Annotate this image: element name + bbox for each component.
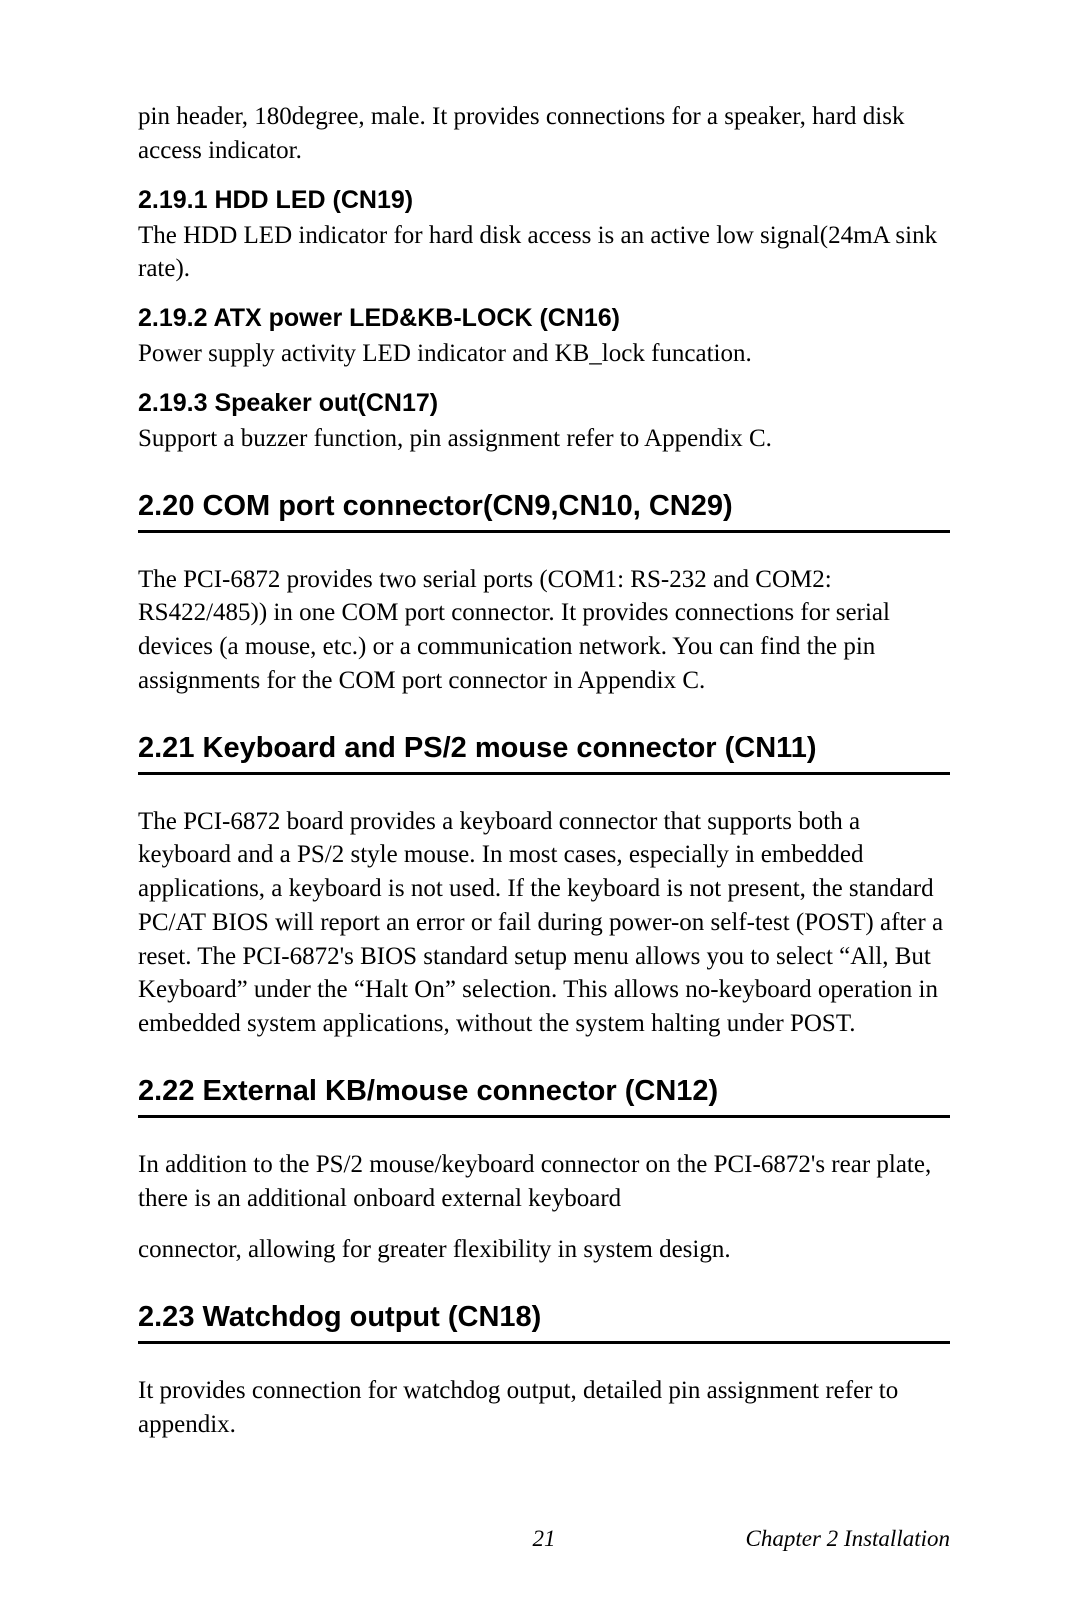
- section-2-23-text: It provides connection for watchdog outp…: [138, 1374, 950, 1442]
- subsection-2-19-1-text: The HDD LED indicator for hard disk acce…: [138, 219, 950, 287]
- section-2-23-heading: 2.23 Watchdog output (CN18): [138, 1301, 950, 1344]
- subsection-2-19-2-heading: 2.19.2 ATX power LED&KB-LOCK (CN16): [138, 304, 950, 333]
- section-2-21-text: The PCI-6872 board provides a keyboard c…: [138, 805, 950, 1041]
- section-2-20-text: The PCI-6872 provides two serial ports (…: [138, 563, 950, 698]
- section-2-20-heading: 2.20 COM port connector(CN9,CN10, CN29): [138, 490, 950, 533]
- section-2-22-text-1: In addition to the PS/2 mouse/keyboard c…: [138, 1148, 950, 1216]
- section-2-22-text-2: connector, allowing for greater flexibil…: [138, 1233, 950, 1267]
- intro-paragraph: pin header, 180degree, male. It provides…: [138, 100, 950, 168]
- section-2-21-heading: 2.21 Keyboard and PS/2 mouse connector (…: [138, 732, 950, 775]
- chapter-label: Chapter 2 Installation: [746, 1526, 950, 1552]
- subsection-2-19-1-heading: 2.19.1 HDD LED (CN19): [138, 186, 950, 215]
- subsection-2-19-3-text: Support a buzzer function, pin assignmen…: [138, 422, 950, 456]
- page-footer: 21 Chapter 2 Installation: [138, 1526, 950, 1552]
- subsection-2-19-2-text: Power supply activity LED indicator and …: [138, 337, 950, 371]
- section-2-22-heading: 2.22 External KB/mouse connector (CN12): [138, 1075, 950, 1118]
- subsection-2-19-3-heading: 2.19.3 Speaker out(CN17): [138, 389, 950, 418]
- page-number: 21: [533, 1526, 556, 1552]
